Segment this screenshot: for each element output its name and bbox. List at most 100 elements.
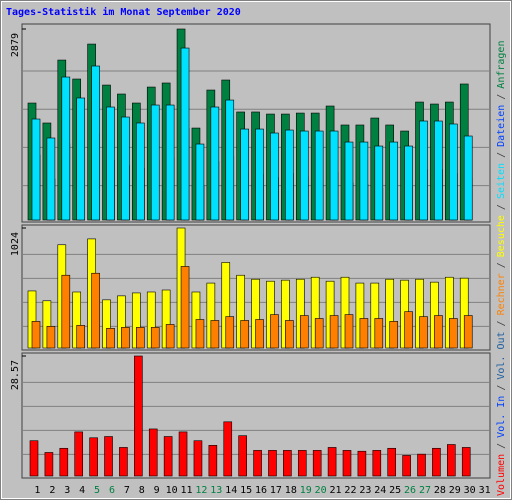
bar — [327, 447, 337, 477]
bar — [387, 447, 397, 477]
bar — [359, 141, 369, 221]
bar — [76, 325, 86, 349]
bar — [210, 106, 220, 221]
legend-entry: Rechner — [496, 273, 507, 315]
bar — [449, 123, 458, 221]
bar — [419, 120, 428, 221]
bar — [344, 141, 354, 221]
bar — [329, 130, 339, 221]
bar — [432, 447, 441, 477]
bar — [434, 315, 443, 349]
x-tick-label: 14 — [225, 485, 237, 496]
bar — [136, 327, 145, 349]
x-tick-label: 4 — [79, 485, 85, 496]
x-tick-label: 12 — [195, 485, 207, 496]
x-tick-label: 11 — [180, 485, 192, 496]
bar — [91, 65, 100, 221]
x-tick-label: 25 — [389, 485, 401, 496]
bar — [299, 315, 309, 349]
bar — [119, 447, 128, 477]
bar — [389, 141, 399, 221]
x-tick-label: 9 — [154, 485, 160, 496]
legend-entry: Seiten — [496, 163, 507, 199]
x-tick-label: 16 — [255, 485, 267, 496]
bar — [314, 130, 324, 221]
x-tick-label: 31 — [479, 485, 491, 496]
bar — [285, 129, 294, 221]
bar — [238, 435, 247, 477]
bar — [312, 450, 322, 477]
bar — [255, 128, 264, 221]
bar — [195, 319, 205, 349]
legend-entry: Vol. Out — [496, 331, 507, 379]
x-tick-label: 17 — [270, 485, 282, 496]
bar — [180, 266, 190, 349]
x-tick-label: 8 — [139, 485, 145, 496]
bar — [461, 447, 471, 477]
bar — [434, 120, 443, 221]
y-tick-label: 28.57 — [10, 360, 21, 390]
x-tick-label: 27 — [419, 485, 431, 496]
legend-entry: Volumen — [496, 454, 507, 496]
bar — [342, 450, 352, 477]
x-tick-label: 10 — [166, 485, 178, 496]
legend: Volumen / Vol. In / Vol. Out / Rechner / Besuche… — [496, 41, 507, 496]
bar — [31, 118, 41, 221]
x-tick-label: 3 — [64, 485, 70, 496]
bar — [240, 320, 249, 349]
bar — [150, 104, 160, 221]
bar — [150, 327, 160, 349]
y-tick-label: 1024 — [10, 232, 21, 256]
bar — [106, 328, 115, 349]
x-tick-label: 21 — [330, 485, 342, 496]
bar — [31, 321, 41, 349]
x-tick-label: 7 — [124, 485, 130, 496]
legend-separator: / — [496, 385, 507, 391]
bar — [163, 436, 173, 477]
x-tick-label: 2 — [49, 485, 55, 496]
chart-title: Tages-Statistik im Monat September 2020 — [6, 6, 241, 18]
x-tick-label: 18 — [285, 485, 297, 496]
bar — [417, 453, 426, 477]
bar — [136, 122, 145, 221]
bar — [61, 76, 71, 221]
bar — [359, 318, 369, 349]
bar — [268, 450, 277, 477]
bar — [389, 321, 399, 349]
bar — [404, 145, 413, 221]
legend-separator: / — [496, 262, 507, 268]
bar — [106, 106, 115, 221]
x-tick-label: 30 — [464, 485, 476, 496]
bar — [193, 440, 203, 477]
bar — [404, 311, 413, 349]
bar — [374, 318, 384, 349]
legend-separator: / — [496, 320, 507, 326]
x-tick-label: 28 — [434, 485, 446, 496]
bar — [134, 355, 143, 477]
x-tick-label: 19 — [300, 485, 312, 496]
bar — [165, 104, 175, 221]
bar — [208, 445, 218, 477]
bar — [297, 450, 307, 477]
x-tick-label: 20 — [315, 485, 327, 496]
x-tick-label: 6 — [109, 485, 115, 496]
bar — [29, 440, 39, 477]
bar — [46, 326, 56, 349]
bar — [253, 450, 262, 477]
x-tick-label: 15 — [240, 485, 252, 496]
bar — [59, 447, 69, 477]
bar — [449, 318, 458, 349]
bar — [210, 320, 220, 349]
bar — [89, 437, 98, 477]
x-tick-label: 22 — [344, 485, 356, 496]
bar — [148, 428, 158, 477]
bar — [299, 130, 309, 221]
bar — [419, 316, 428, 349]
bar — [314, 318, 324, 349]
bar — [374, 145, 384, 221]
bar — [223, 421, 233, 477]
x-tick-label: 13 — [210, 485, 222, 496]
bar — [61, 274, 71, 349]
bar — [447, 444, 456, 477]
y-tick-label: 2879 — [10, 33, 21, 57]
